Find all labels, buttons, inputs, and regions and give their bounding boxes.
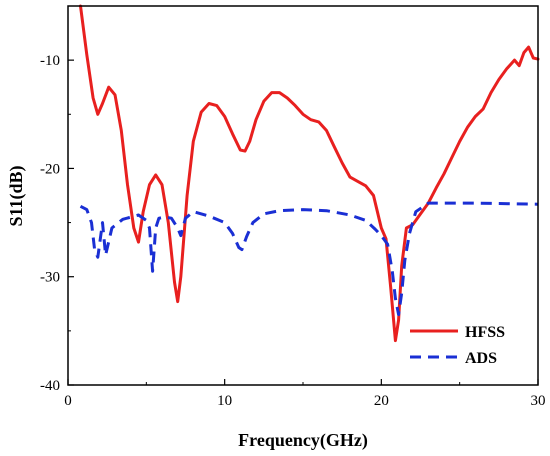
series-layer xyxy=(79,4,540,343)
y-tick-label: -20 xyxy=(40,161,60,177)
x-tick-label: 30 xyxy=(531,393,546,409)
y-axis-title: S11(dB) xyxy=(6,165,27,226)
legend-label-ads: ADS xyxy=(465,350,497,367)
x-tick-label: 0 xyxy=(64,393,72,409)
y-tick-label: -40 xyxy=(40,378,60,394)
x-tick-label: 20 xyxy=(374,393,389,409)
legend: HFSS ADS xyxy=(410,324,505,367)
y-tick-label: -10 xyxy=(40,53,60,69)
x-axis-title: Frequency(GHz) xyxy=(238,430,368,451)
legend-label-hfss: HFSS xyxy=(465,324,505,341)
tick-labels: 0 10 20 30 -40 -30 -20 -10 xyxy=(40,53,546,409)
series-line-hfss xyxy=(79,4,540,343)
plot-frame xyxy=(67,5,539,386)
x-tick-label: 10 xyxy=(217,393,232,409)
y-tick-label: -30 xyxy=(40,270,60,286)
series-line-ads xyxy=(79,201,539,317)
